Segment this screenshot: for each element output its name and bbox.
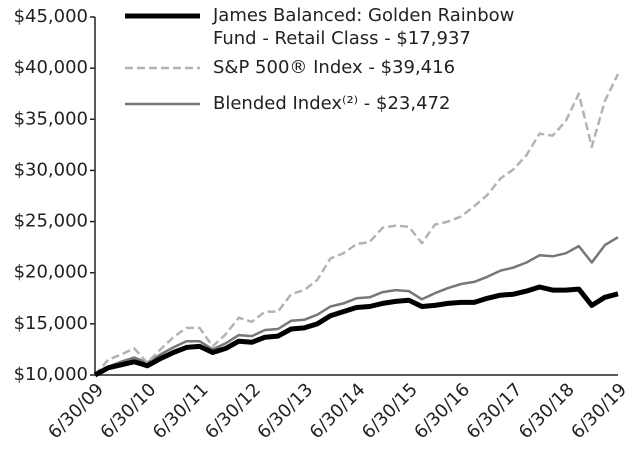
x-tick-label: 6/30/18 — [515, 379, 579, 443]
x-tick-label: 6/30/15 — [358, 379, 422, 443]
x-tick-label: 6/30/09 — [44, 379, 108, 443]
x-tick-label: 6/30/11 — [149, 379, 213, 443]
legend-label: James Balanced: Golden Rainbow Fund - Re… — [213, 5, 515, 49]
legend-label: Blended Index⁽²⁾ - $23,472 — [213, 93, 451, 114]
y-tick-label: $35,000 — [14, 108, 88, 129]
x-tick-label: 6/30/16 — [410, 379, 474, 443]
series-line — [94, 73, 620, 376]
x-tick-label: 6/30/10 — [96, 379, 160, 443]
x-tick-label: 6/30/14 — [306, 379, 370, 443]
y-tick-label: $15,000 — [14, 313, 88, 334]
x-tick-label: 6/30/13 — [253, 379, 317, 443]
series-line — [94, 236, 619, 377]
x-tick-label: 6/30/17 — [463, 379, 527, 443]
y-tick-label: $10,000 — [14, 364, 88, 385]
y-tick-label: $45,000 — [14, 6, 88, 27]
y-tick-label: $25,000 — [14, 211, 88, 232]
legend-label: S&P 500® Index - $39,416 — [213, 57, 456, 78]
x-tick-label: 6/30/12 — [201, 379, 265, 443]
y-tick-label: $30,000 — [14, 159, 88, 180]
series-line — [93, 284, 619, 378]
y-tick-label: $40,000 — [14, 57, 88, 78]
y-tick-label: $20,000 — [14, 262, 88, 283]
x-tick-label: 6/30/19 — [567, 379, 626, 443]
